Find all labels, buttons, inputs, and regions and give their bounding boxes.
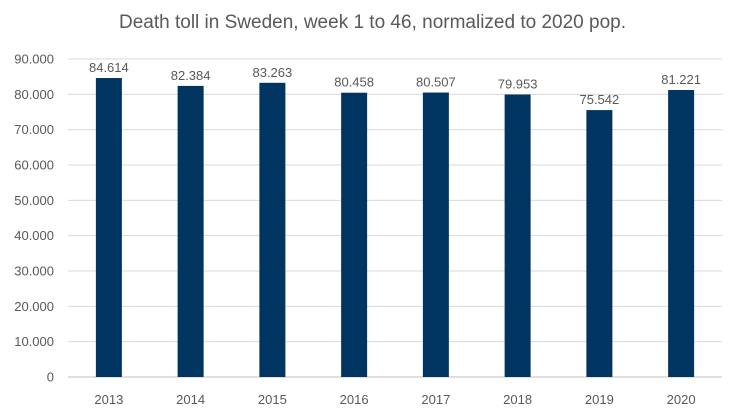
y-tick-label: 0 — [47, 370, 54, 385]
y-tick-label: 30.000 — [14, 264, 54, 279]
x-tick-label: 2017 — [421, 392, 450, 407]
x-tick-label: 2020 — [667, 392, 696, 407]
y-tick-label: 50.000 — [14, 193, 54, 208]
x-tick-label: 2016 — [340, 392, 369, 407]
x-tick-label: 2013 — [94, 392, 123, 407]
bar — [668, 90, 695, 377]
chart-title: Death toll in Sweden, week 1 to 46, norm… — [119, 12, 626, 33]
y-tick-label: 70.000 — [14, 122, 54, 137]
bar — [586, 110, 613, 377]
data-label: 75.542 — [579, 92, 619, 107]
bar — [95, 78, 122, 378]
y-tick-label: 10.000 — [14, 334, 54, 349]
data-label: 80.458 — [334, 75, 374, 90]
y-tick-label: 40.000 — [14, 228, 54, 243]
data-label: 83.263 — [252, 65, 292, 80]
x-tick-label: 2019 — [585, 392, 614, 407]
y-tick-label: 80.000 — [14, 87, 54, 102]
bar — [504, 94, 531, 378]
data-label: 79.953 — [498, 76, 538, 91]
data-label: 81.221 — [661, 72, 701, 87]
bar — [422, 92, 449, 377]
x-tick-label: 2014 — [176, 392, 205, 407]
data-label: 82.384 — [171, 68, 211, 83]
bar — [177, 85, 204, 378]
bar — [259, 82, 286, 377]
x-tick-label: 2015 — [258, 392, 287, 407]
y-tick-label: 20.000 — [14, 299, 54, 314]
data-label: 84.614 — [89, 60, 129, 75]
y-tick-label: 60.000 — [14, 158, 54, 173]
data-label: 80.507 — [416, 75, 456, 90]
y-tick-label: 90.000 — [14, 52, 54, 67]
x-tick-label: 2018 — [503, 392, 532, 407]
bar — [341, 92, 368, 378]
